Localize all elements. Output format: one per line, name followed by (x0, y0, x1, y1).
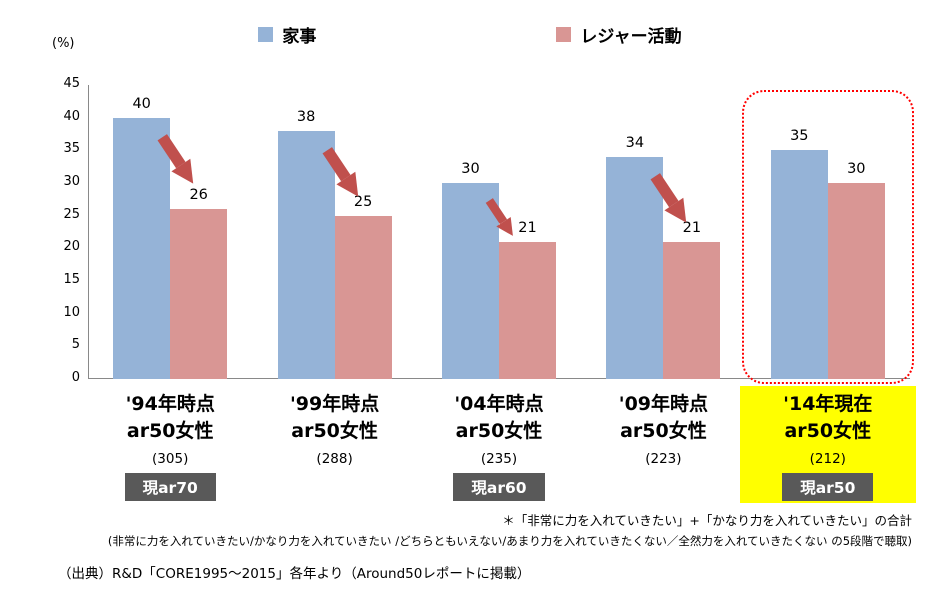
category-label-line2: ar50女性 (291, 419, 378, 442)
category-label: '99年時点 ar50女性 (252, 391, 416, 445)
footnote-line-1: ＊「非常に力を入れていきたい」+「かなり力を入れていきたい」の合計 (502, 513, 912, 528)
footnote-line-2: (非常に力を入れていきたい/かなり力を入れていきたい /どちらともいえない/あま… (107, 534, 912, 548)
category-label: '14年現在 ar50女性 (746, 391, 910, 445)
legend-item-leisure: レジャー活動 (556, 22, 682, 47)
bar-value-label: 21 (518, 219, 537, 236)
category-label: '04年時点 ar50女性 (417, 391, 581, 445)
source-note: （出典）R&D「CORE1995～2015」各年より（Around50レポートに… (58, 566, 531, 582)
y-axis-tick-label: 35 (63, 141, 80, 157)
y-axis-tick-label: 20 (63, 239, 80, 255)
bar-value-label: 34 (625, 134, 645, 151)
y-axis-tick-label: 45 (63, 76, 80, 91)
cohort-badge-wrap: 現ar70 (88, 473, 252, 501)
bar-housework (770, 150, 828, 379)
bar-value-label: 40 (132, 95, 151, 112)
sample-size-label: (288) (316, 451, 353, 467)
sample-size-label: (235) (480, 451, 518, 467)
highlight-dotted-border (741, 90, 914, 384)
category-label: '94年時点 ar50女性 (88, 391, 252, 445)
bar-value-label: 26 (189, 187, 208, 204)
bar-leisure (499, 241, 556, 379)
bar-value-label: 35 (790, 128, 809, 145)
y-axis-tick-label: 15 (63, 272, 80, 287)
bar-housework (442, 183, 499, 379)
legend-swatch-icon (556, 27, 572, 42)
bar-leisure (827, 183, 885, 379)
legend: 家事 レジャー活動 (0, 22, 940, 47)
trend-arrow-icon (157, 133, 194, 184)
sample-size-label: (223) (645, 451, 682, 467)
trend-arrow-icon (650, 172, 687, 223)
bar-value-label: 38 (296, 108, 316, 125)
bar-value-label: 30 (461, 161, 480, 177)
bar-housework (277, 130, 335, 379)
y-axis-tick-label: 25 (63, 206, 80, 222)
category-label-line1: '09年時点 (618, 393, 709, 415)
y-axis-tick-label: 5 (71, 337, 80, 353)
y-axis-tick-label: 40 (63, 108, 80, 124)
y-axis-unit-label: (%) (52, 36, 75, 51)
category-label-line1: '99年時点 (289, 393, 380, 415)
trend-arrow-icon (485, 198, 513, 236)
category-label-line2: ar50女性 (455, 419, 543, 442)
bar-leisure (334, 215, 392, 379)
y-axis-tick-label: 10 (63, 304, 80, 320)
bar-housework (606, 156, 664, 379)
category-label-line1: '04年時点 (454, 393, 544, 415)
legend-item-housework: 家事 (258, 22, 316, 47)
trend-arrow-icon (322, 146, 358, 197)
cohort-badge-wrap: 現ar50 (746, 473, 910, 501)
bar-leisure (170, 209, 228, 379)
y-axis-tick-label: 30 (63, 174, 80, 189)
category-label-line1: '94年時点 (125, 393, 215, 415)
cohort-badge: 現ar60 (453, 473, 545, 501)
category-label-line1: '14年現在 (783, 393, 873, 415)
bar-value-label: 21 (682, 219, 702, 236)
category-label-line2: ar50女性 (784, 419, 872, 442)
bar-value-label: 30 (847, 161, 866, 177)
cohort-badge-wrap: 現ar60 (417, 473, 581, 501)
bar-housework (113, 117, 171, 379)
legend-label: レジャー活動 (580, 27, 682, 47)
cohort-badge: 現ar50 (782, 473, 874, 501)
cohort-badge: 現ar70 (124, 473, 216, 501)
bar-leisure (663, 241, 721, 379)
y-axis-tick-label: 0 (71, 370, 80, 385)
category-label: '09年時点 ar50女性 (581, 391, 745, 445)
legend-swatch-icon (258, 27, 274, 42)
bar-value-label: 25 (353, 193, 373, 210)
sample-size-label: (305) (152, 451, 189, 467)
legend-label: 家事 (282, 27, 317, 47)
sample-size-label: (212) (809, 451, 846, 467)
category-label-line2: ar50女性 (126, 419, 214, 442)
category-label-line2: ar50女性 (620, 419, 707, 442)
